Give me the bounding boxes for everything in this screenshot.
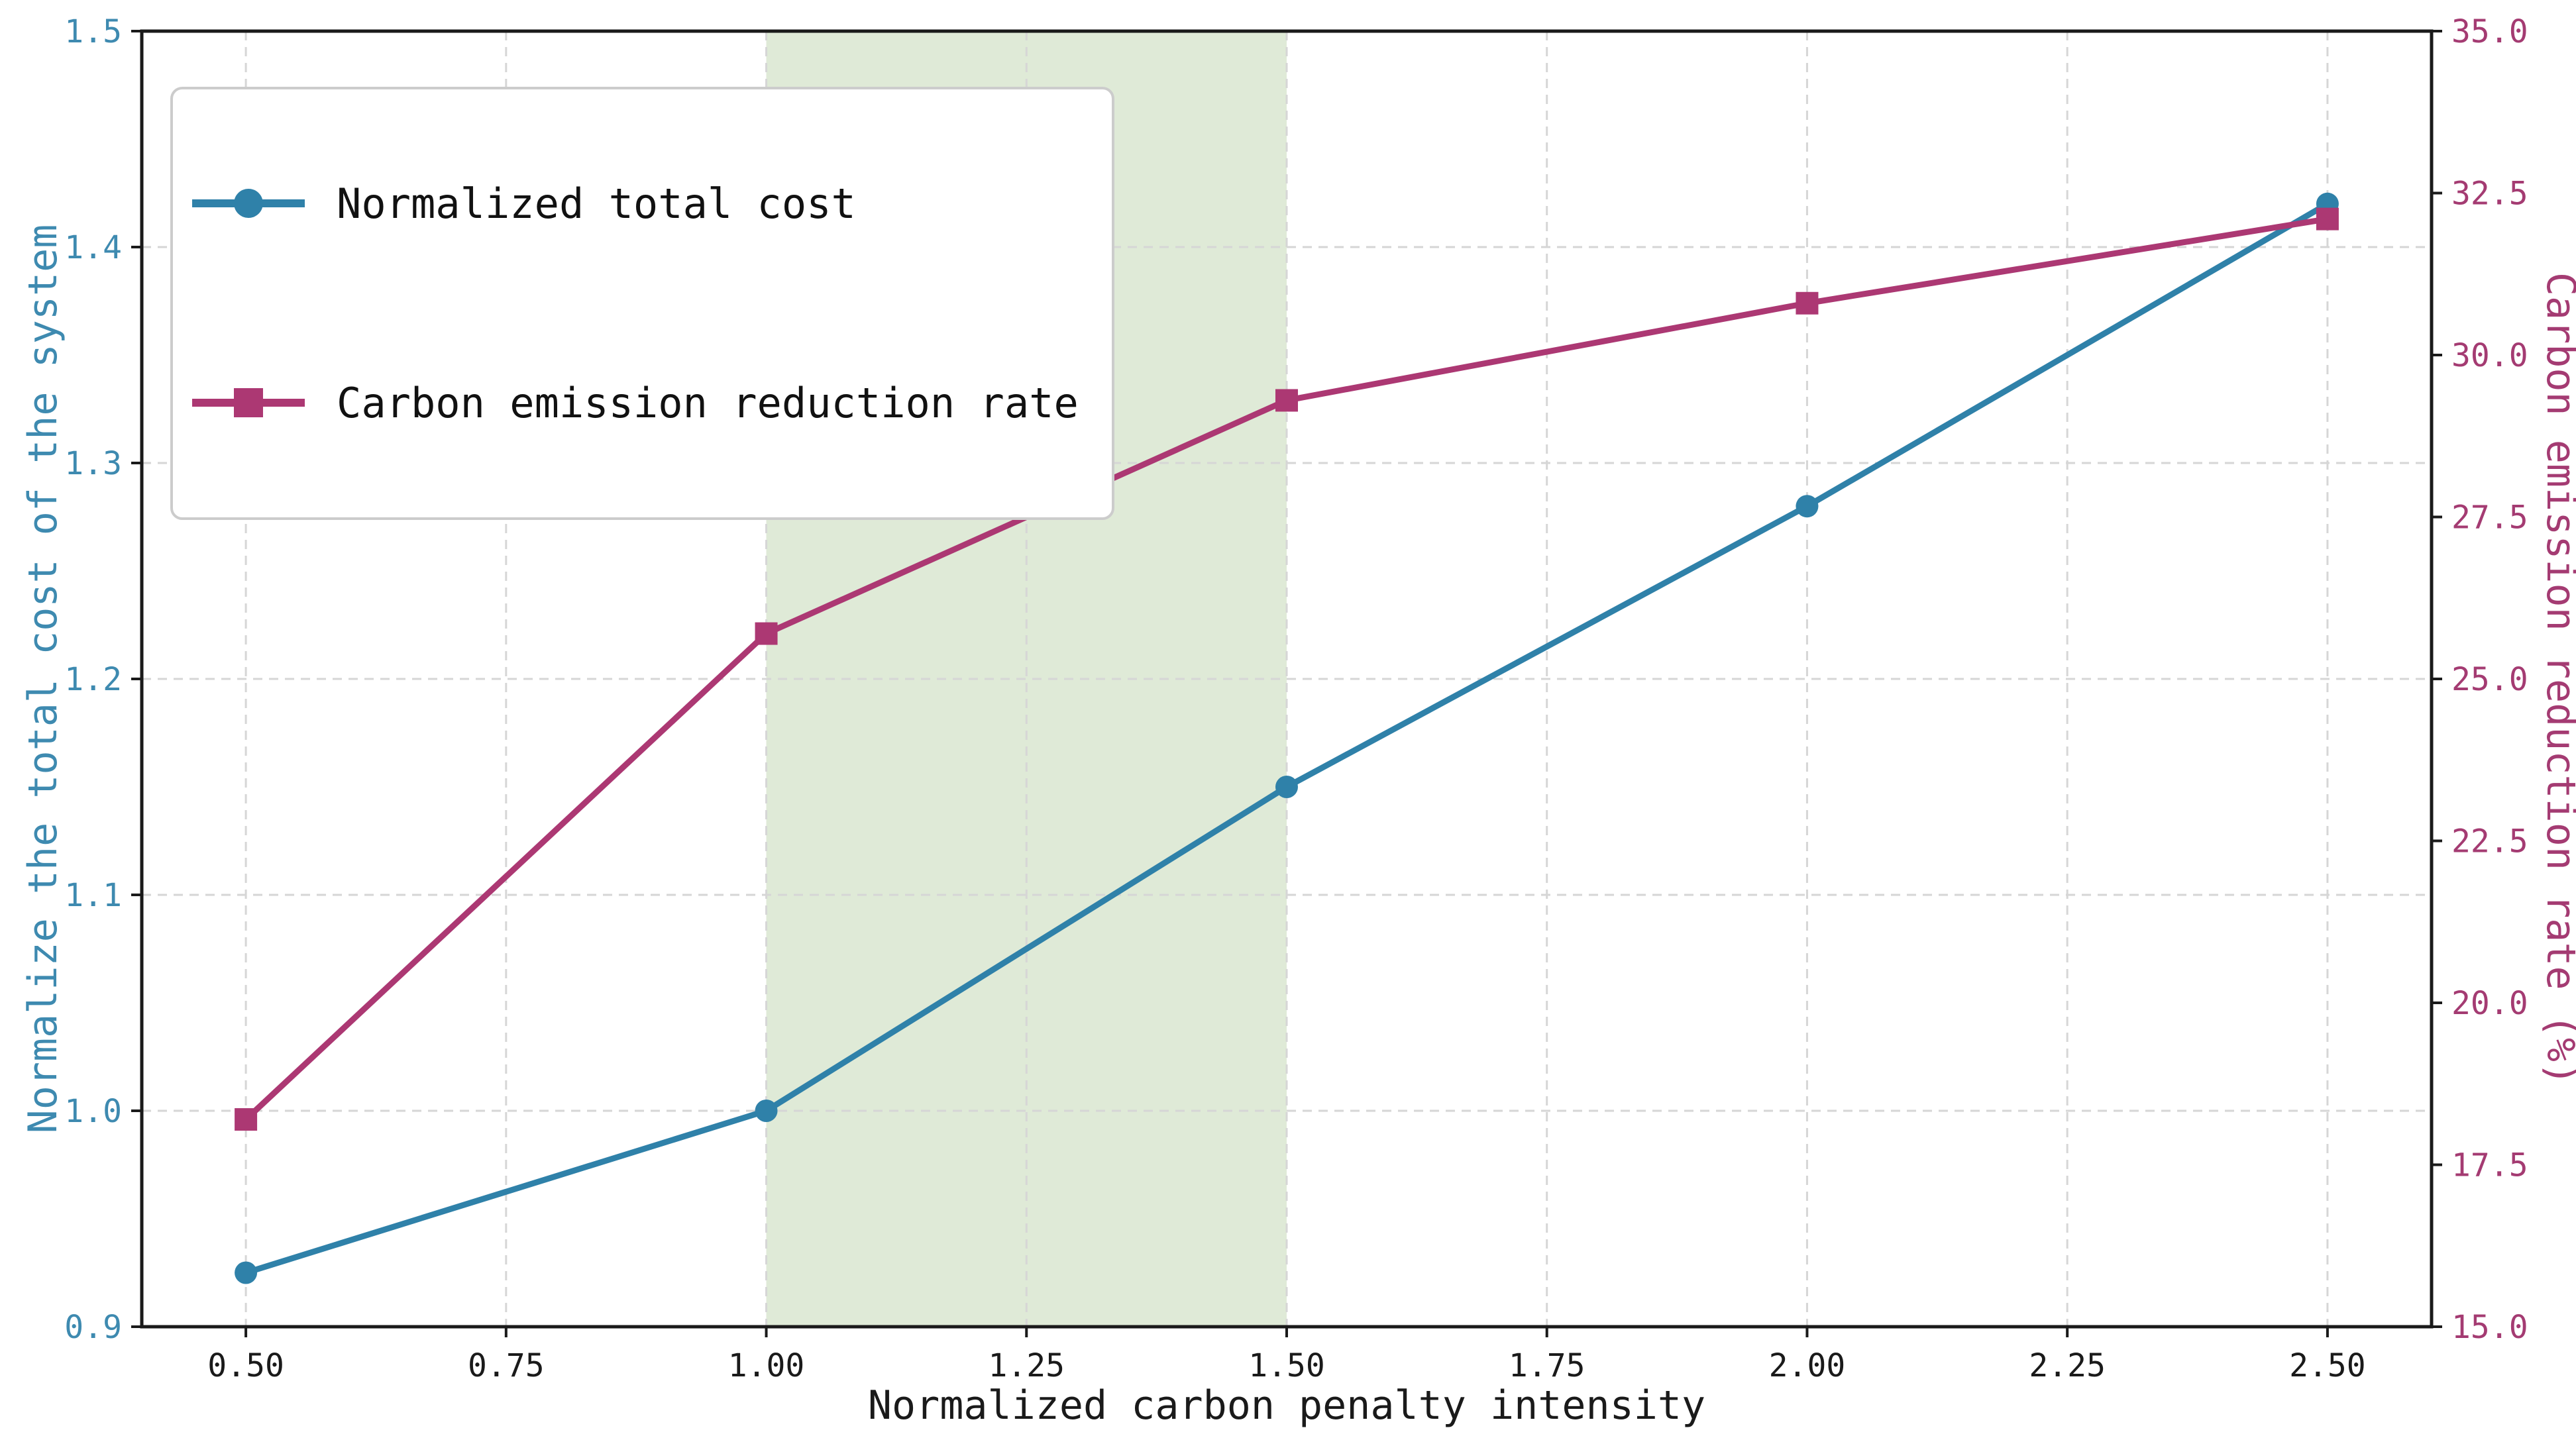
legend-marker-circle (234, 189, 263, 218)
x-tick-label: 2.50 (2289, 1347, 2366, 1384)
legend-label: Carbon emission reduction rate (337, 379, 1079, 427)
y-tick-label-right: 32.5 (2451, 176, 2528, 213)
legend-box (170, 87, 1114, 520)
x-tick-label: 0.50 (207, 1347, 284, 1384)
y-tick-label-left: 1.1 (64, 877, 122, 914)
x-tick-label: 0.75 (468, 1347, 545, 1384)
y-tick-label-left: 0.9 (64, 1309, 122, 1346)
y-tick-label-left: 1.4 (64, 229, 122, 266)
data-point-square (1796, 291, 1819, 315)
data-point-circle (235, 1261, 258, 1284)
y-tick-label-right: 35.0 (2451, 13, 2528, 50)
data-point-circle (755, 1100, 778, 1122)
data-point-square (235, 1108, 258, 1131)
y-tick-label-left: 1.0 (64, 1093, 122, 1130)
y-tick-label-right: 25.0 (2451, 661, 2528, 698)
x-tick-label: 2.00 (1769, 1347, 1846, 1384)
left-y-axis-label: Normalize the total cost of the system (20, 225, 66, 1134)
x-tick-label: 1.50 (1248, 1347, 1325, 1384)
y-tick-label-right: 27.5 (2451, 499, 2528, 537)
data-point-square (755, 622, 778, 645)
data-point-circle (1796, 495, 1819, 518)
y-tick-label-right: 22.5 (2451, 823, 2528, 860)
data-point-square (2316, 207, 2339, 231)
x-tick-label: 1.25 (988, 1347, 1065, 1384)
x-tick-label: 1.00 (728, 1347, 805, 1384)
x-axis-label: Normalized carbon penalty intensity (868, 1382, 1705, 1429)
y-tick-label-right: 15.0 (2451, 1309, 2528, 1346)
legend-marker-square (234, 388, 263, 417)
y-tick-label-right: 20.0 (2451, 985, 2528, 1022)
data-point-square (1275, 389, 1298, 412)
x-tick-label: 2.25 (2029, 1347, 2106, 1384)
right-y-axis-label: Carbon emission reduction rate (%) (2538, 272, 2576, 1086)
legend-label: Normalized total cost (337, 180, 856, 228)
y-tick-label-left: 1.5 (64, 13, 122, 50)
x-tick-label: 1.75 (1509, 1347, 1585, 1384)
y-tick-label-left: 1.3 (64, 445, 122, 482)
y-tick-label-left: 1.2 (64, 661, 122, 698)
legend: Normalized total cost Carbon emission red… (170, 87, 1114, 520)
data-point-circle (1275, 776, 1298, 798)
y-tick-label-right: 30.0 (2451, 337, 2528, 374)
y-tick-label-right: 17.5 (2451, 1147, 2528, 1184)
